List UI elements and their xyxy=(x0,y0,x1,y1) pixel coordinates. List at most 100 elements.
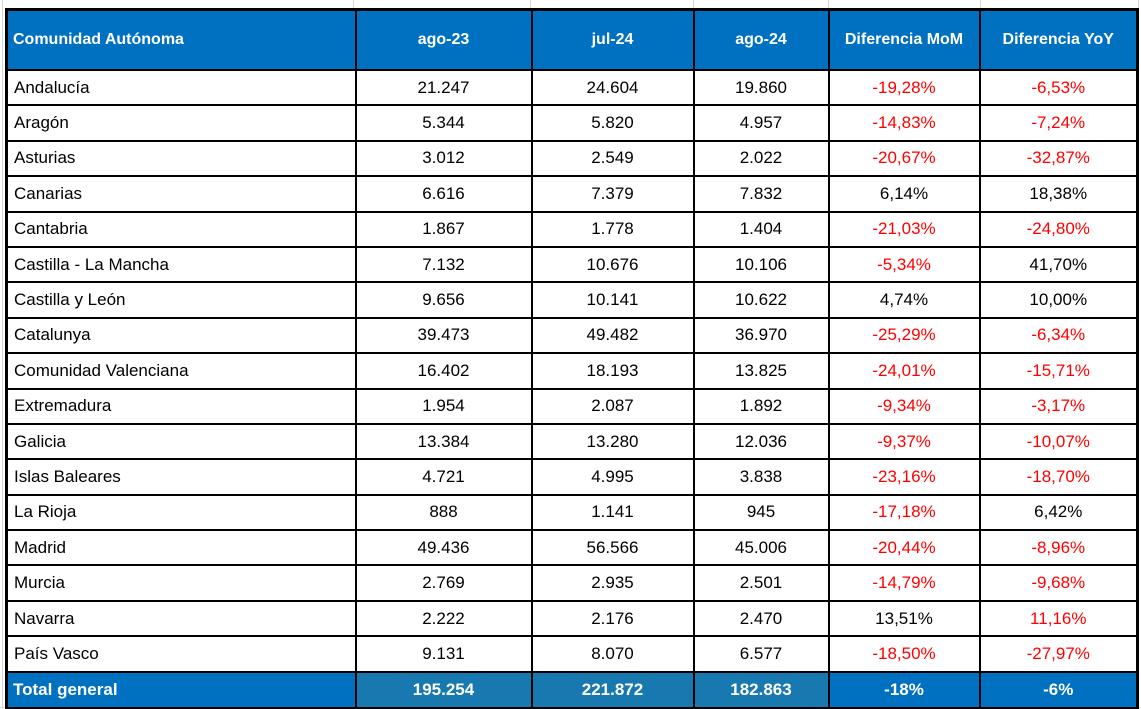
jul24-cell[interactable]: 13.280 xyxy=(530,422,695,461)
header-diferencia-yoy[interactable]: Diferencia YoY xyxy=(978,8,1139,71)
mom-cell[interactable]: 4,74% xyxy=(827,281,981,319)
ago24-cell[interactable]: 36.970 xyxy=(692,316,830,355)
jul24-cell[interactable]: 18.193 xyxy=(530,352,695,390)
header-ago24[interactable]: ago-24 xyxy=(692,8,830,71)
header-comunidad[interactable]: Comunidad Autónoma xyxy=(5,8,357,71)
ago23-cell[interactable]: 13.384 xyxy=(354,422,533,461)
region-cell[interactable]: Murcia xyxy=(5,564,357,602)
jul24-cell[interactable]: 2.549 xyxy=(530,139,695,178)
ago24-cell[interactable]: 45.006 xyxy=(692,529,830,567)
jul24-cell[interactable]: 1.778 xyxy=(530,210,695,248)
yoy-cell[interactable]: -10,07% xyxy=(978,422,1139,461)
mom-cell[interactable]: -14,79% xyxy=(827,564,981,602)
ago23-cell[interactable]: 6.616 xyxy=(354,175,533,213)
mom-cell[interactable]: -20,44% xyxy=(827,529,981,567)
yoy-cell[interactable]: 11,16% xyxy=(978,599,1139,638)
total-label-cell[interactable]: Total general xyxy=(5,670,357,709)
mom-cell[interactable]: -14,83% xyxy=(827,104,981,142)
region-cell[interactable]: Navarra xyxy=(5,599,357,638)
jul24-cell[interactable]: 10.676 xyxy=(530,245,695,284)
ago23-cell[interactable]: 2.222 xyxy=(354,599,533,638)
total-yoy-cell[interactable]: -6% xyxy=(978,670,1139,709)
ago23-cell[interactable]: 9.656 xyxy=(354,281,533,319)
jul24-cell[interactable]: 2.935 xyxy=(530,564,695,602)
ago23-cell[interactable]: 2.769 xyxy=(354,564,533,602)
region-cell[interactable]: Castilla y León xyxy=(5,281,357,319)
total-jul24-cell[interactable]: 221.872 xyxy=(530,670,695,709)
yoy-cell[interactable]: -27,97% xyxy=(978,635,1139,673)
mom-cell[interactable]: -25,29% xyxy=(827,316,981,355)
header-jul24[interactable]: jul-24 xyxy=(530,8,695,71)
ago23-cell[interactable]: 21.247 xyxy=(354,68,533,107)
mom-cell[interactable]: -24,01% xyxy=(827,352,981,390)
yoy-cell[interactable]: -18,70% xyxy=(978,458,1139,496)
ago24-cell[interactable]: 10.106 xyxy=(692,245,830,284)
ago23-cell[interactable]: 3.012 xyxy=(354,139,533,178)
yoy-cell[interactable]: -32,87% xyxy=(978,139,1139,178)
yoy-cell[interactable]: -24,80% xyxy=(978,210,1139,248)
yoy-cell[interactable]: 41,70% xyxy=(978,245,1139,284)
ago23-cell[interactable]: 39.473 xyxy=(354,316,533,355)
yoy-cell[interactable]: -9,68% xyxy=(978,564,1139,602)
yoy-cell[interactable]: 18,38% xyxy=(978,175,1139,213)
ago24-cell[interactable]: 12.036 xyxy=(692,422,830,461)
ago23-cell[interactable]: 1.954 xyxy=(354,387,533,425)
ago23-cell[interactable]: 888 xyxy=(354,493,533,532)
ago24-cell[interactable]: 3.838 xyxy=(692,458,830,496)
region-cell[interactable]: País Vasco xyxy=(5,635,357,673)
ago24-cell[interactable]: 2.470 xyxy=(692,599,830,638)
yoy-cell[interactable]: -7,24% xyxy=(978,104,1139,142)
jul24-cell[interactable]: 2.087 xyxy=(530,387,695,425)
region-cell[interactable]: Asturias xyxy=(5,139,357,178)
ago24-cell[interactable]: 1.892 xyxy=(692,387,830,425)
ago23-cell[interactable]: 4.721 xyxy=(354,458,533,496)
yoy-cell[interactable]: -15,71% xyxy=(978,352,1139,390)
ago24-cell[interactable]: 1.404 xyxy=(692,210,830,248)
jul24-cell[interactable]: 2.176 xyxy=(530,599,695,638)
ago23-cell[interactable]: 7.132 xyxy=(354,245,533,284)
yoy-cell[interactable]: -6,34% xyxy=(978,316,1139,355)
region-cell[interactable]: Castilla - La Mancha xyxy=(5,245,357,284)
ago24-cell[interactable]: 13.825 xyxy=(692,352,830,390)
yoy-cell[interactable]: 6,42% xyxy=(978,493,1139,532)
total-ago23-cell[interactable]: 195.254 xyxy=(354,670,533,709)
mom-cell[interactable]: -5,34% xyxy=(827,245,981,284)
region-cell[interactable]: Canarias xyxy=(5,175,357,213)
ago24-cell[interactable]: 2.022 xyxy=(692,139,830,178)
region-cell[interactable]: Galicia xyxy=(5,422,357,461)
ago24-cell[interactable]: 945 xyxy=(692,493,830,532)
jul24-cell[interactable]: 24.604 xyxy=(530,68,695,107)
ago24-cell[interactable]: 6.577 xyxy=(692,635,830,673)
region-cell[interactable]: Extremadura xyxy=(5,387,357,425)
mom-cell[interactable]: -19,28% xyxy=(827,68,981,107)
jul24-cell[interactable]: 4.995 xyxy=(530,458,695,496)
ago24-cell[interactable]: 2.501 xyxy=(692,564,830,602)
total-ago24-cell[interactable]: 182.863 xyxy=(692,670,830,709)
header-ago23[interactable]: ago-23 xyxy=(354,8,533,71)
jul24-cell[interactable]: 7.379 xyxy=(530,175,695,213)
region-cell[interactable]: Andalucía xyxy=(5,68,357,107)
header-diferencia-mom[interactable]: Diferencia MoM xyxy=(827,8,981,71)
ago24-cell[interactable]: 4.957 xyxy=(692,104,830,142)
mom-cell[interactable]: -23,16% xyxy=(827,458,981,496)
total-mom-cell[interactable]: -18% xyxy=(827,670,981,709)
yoy-cell[interactable]: -8,96% xyxy=(978,529,1139,567)
jul24-cell[interactable]: 10.141 xyxy=(530,281,695,319)
yoy-cell[interactable]: 10,00% xyxy=(978,281,1139,319)
region-cell[interactable]: La Rioja xyxy=(5,493,357,532)
region-cell[interactable]: Aragón xyxy=(5,104,357,142)
region-cell[interactable]: Islas Baleares xyxy=(5,458,357,496)
mom-cell[interactable]: -9,37% xyxy=(827,422,981,461)
mom-cell[interactable]: -18,50% xyxy=(827,635,981,673)
yoy-cell[interactable]: -3,17% xyxy=(978,387,1139,425)
region-cell[interactable]: Comunidad Valenciana xyxy=(5,352,357,390)
mom-cell[interactable]: -9,34% xyxy=(827,387,981,425)
ago23-cell[interactable]: 1.867 xyxy=(354,210,533,248)
region-cell[interactable]: Cantabria xyxy=(5,210,357,248)
mom-cell[interactable]: 13,51% xyxy=(827,599,981,638)
ago24-cell[interactable]: 10.622 xyxy=(692,281,830,319)
jul24-cell[interactable]: 8.070 xyxy=(530,635,695,673)
jul24-cell[interactable]: 56.566 xyxy=(530,529,695,567)
mom-cell[interactable]: -17,18% xyxy=(827,493,981,532)
mom-cell[interactable]: 6,14% xyxy=(827,175,981,213)
